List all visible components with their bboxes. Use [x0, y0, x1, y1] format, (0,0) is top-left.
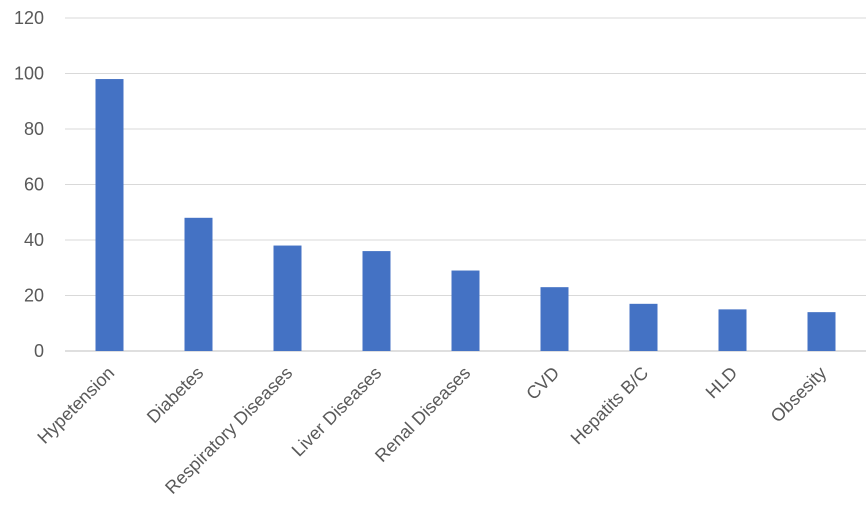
x-tick-label: Diabetes	[143, 363, 207, 427]
x-tick-label: HLD	[702, 363, 742, 403]
bar	[184, 217, 213, 351]
bar	[362, 251, 391, 351]
bar	[95, 79, 124, 352]
y-tick-label: 100	[14, 64, 44, 84]
bar	[451, 270, 480, 351]
x-tick-label: Obsesity	[767, 363, 831, 427]
bar	[629, 303, 658, 351]
y-tick-label: 60	[24, 175, 44, 195]
y-tick-label: 40	[24, 230, 44, 250]
x-tick-label: Renal Diseases	[371, 363, 474, 466]
y-tick-label: 20	[24, 286, 44, 306]
x-tick-label: Liver Diseases	[288, 363, 386, 461]
bar	[540, 287, 569, 351]
bar	[273, 245, 302, 351]
y-tick-label: 0	[34, 341, 44, 361]
y-tick-label: 120	[14, 8, 44, 28]
y-axis-ticks: 0 20 40 60 80 100 120	[14, 8, 44, 361]
bars	[95, 79, 836, 352]
x-tick-label: Hepatits B/C	[567, 363, 653, 449]
x-tick-label: CVD	[522, 363, 563, 404]
y-tick-label: 80	[24, 119, 44, 139]
x-tick-label: Hypetension	[33, 363, 118, 448]
bar	[718, 309, 747, 351]
bar	[807, 312, 836, 351]
